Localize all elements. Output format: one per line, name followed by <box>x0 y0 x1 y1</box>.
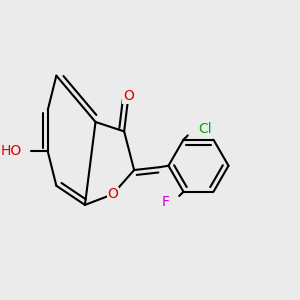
Text: O: O <box>123 89 134 103</box>
Text: O: O <box>107 187 118 201</box>
Text: HO: HO <box>1 144 22 158</box>
Text: Cl: Cl <box>198 122 212 136</box>
Text: F: F <box>161 195 169 209</box>
